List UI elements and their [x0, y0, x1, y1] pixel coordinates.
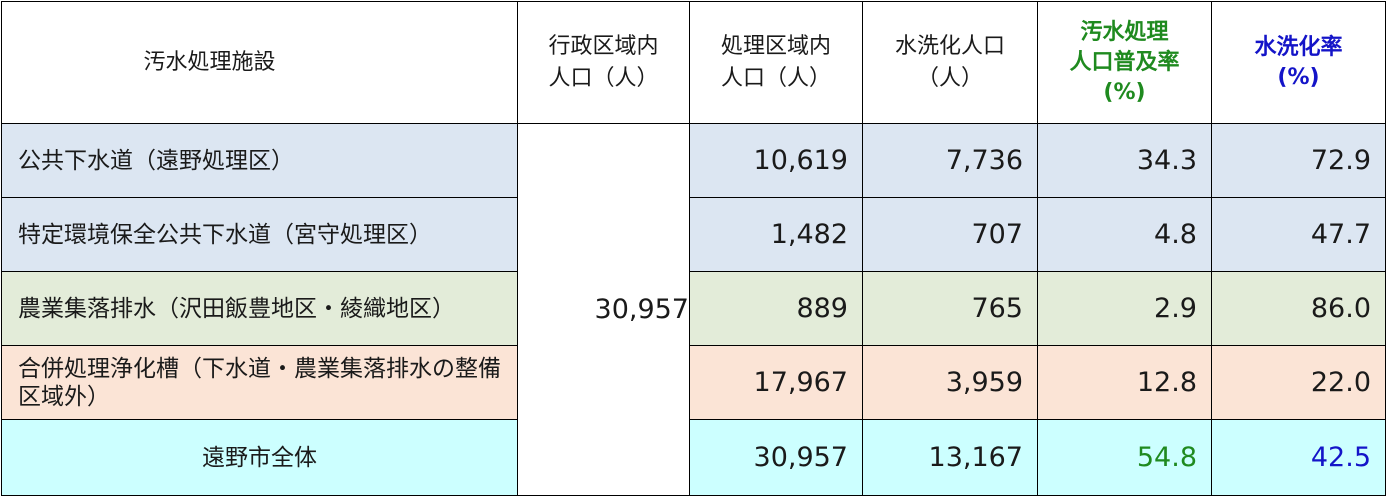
total-coverage-rate: 54.8	[1037, 419, 1212, 496]
coverage-rate-cell: 4.8	[1037, 197, 1212, 272]
row-name: 特定環境保全公共下水道（宮守処理区）	[1, 197, 518, 272]
flush-rate-cell: 22.0	[1211, 345, 1386, 420]
service-population-cell: 17,967	[689, 345, 863, 420]
coverage-rate-cell: 12.8	[1037, 345, 1212, 420]
total-flush-rate: 42.5	[1211, 419, 1386, 496]
total-row: 遠野市全体 30,957 13,167 54.8 42.5	[1, 419, 1386, 496]
header-flush-population: 水洗化人口 （人）	[862, 1, 1038, 124]
flush-population-cell: 707	[862, 197, 1038, 272]
header-flush-rate: 水洗化率 (%)	[1211, 1, 1386, 124]
total-flush-population: 13,167	[862, 419, 1038, 496]
header-coverage-rate: 汚水処理 人口普及率 (%)	[1037, 1, 1212, 124]
table-row: 農業集落排水（沢田飯豊地区・綾織地区） 889 765 2.9 86.0	[1, 271, 1386, 346]
service-population-cell: 10,619	[689, 123, 863, 198]
row-name: 合併処理浄化槽（下水道・農業集落排水の整備区域外）	[1, 345, 518, 420]
total-service-population: 30,957	[689, 419, 863, 496]
flush-population-cell: 765	[862, 271, 1038, 346]
table-row: 特定環境保全公共下水道（宮守処理区） 1,482 707 4.8 47.7	[1, 197, 1386, 272]
flush-population-cell: 7,736	[862, 123, 1038, 198]
flush-rate-cell: 86.0	[1211, 271, 1386, 346]
flush-population-cell: 3,959	[862, 345, 1038, 420]
service-population-cell: 1,482	[689, 197, 863, 272]
header-admin-population: 行政区域内 人口（人）	[517, 1, 690, 124]
service-population-cell: 889	[689, 271, 863, 346]
flush-rate-cell: 47.7	[1211, 197, 1386, 272]
header-service-population: 処理区域内 人口（人）	[689, 1, 863, 124]
header-row: 汚水処理施設 行政区域内 人口（人） 処理区域内 人口（人） 水洗化人口 （人） 汚水…	[1, 1, 1386, 124]
total-name: 遠野市全体	[1, 419, 518, 496]
header-facility: 汚水処理施設	[1, 1, 518, 124]
flush-rate-cell: 72.9	[1211, 123, 1386, 198]
table-row: 合併処理浄化槽（下水道・農業集落排水の整備区域外） 17,967 3,959 1…	[1, 345, 1386, 420]
table-row: 公共下水道（遠野処理区） 30,957 10,619 7,736 34.3 72…	[1, 123, 1386, 496]
coverage-rate-cell: 2.9	[1037, 271, 1212, 346]
coverage-rate-cell: 34.3	[1037, 123, 1212, 198]
row-name: 農業集落排水（沢田飯豊地区・綾織地区）	[1, 271, 518, 346]
admin-population-cell: 30,957	[517, 123, 690, 496]
row-name: 公共下水道（遠野処理区）	[1, 123, 518, 198]
